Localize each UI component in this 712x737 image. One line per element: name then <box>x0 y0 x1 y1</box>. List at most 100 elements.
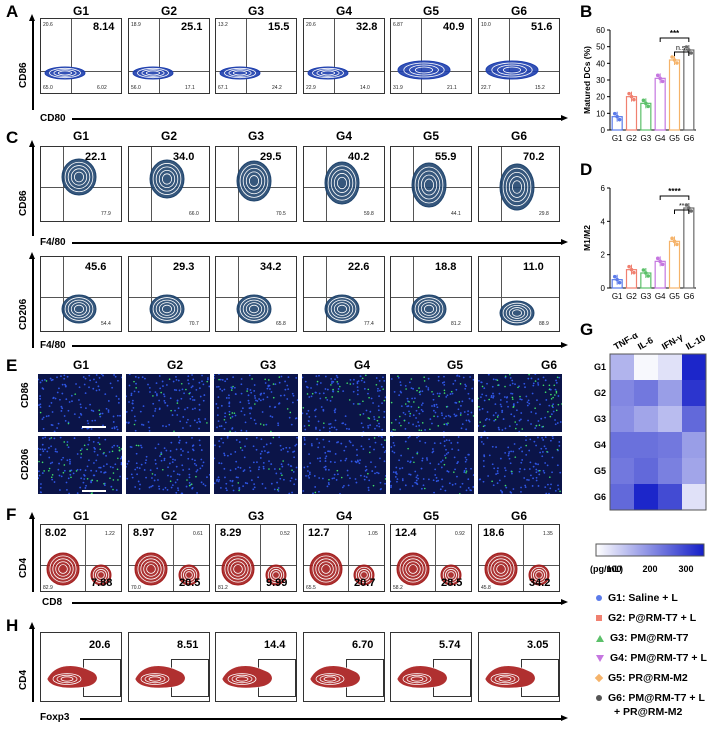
nucleus-dot <box>57 468 60 471</box>
nucleus-dot <box>288 446 291 449</box>
nucleus-dot <box>316 438 318 440</box>
marker-dot <box>118 446 121 449</box>
nucleus-dot <box>520 446 522 449</box>
nucleus-dot <box>383 460 386 463</box>
nucleus-dot <box>234 414 237 417</box>
nucleus-dot <box>362 412 365 415</box>
nucleus-dot <box>42 427 45 430</box>
nucleus-dot <box>90 480 92 482</box>
nucleus-dot <box>507 446 510 449</box>
nucleus-dot <box>526 401 529 404</box>
nucleus-dot <box>138 467 141 470</box>
panel-c1-contour <box>324 161 360 205</box>
nucleus-dot <box>372 402 374 404</box>
marker-dot <box>514 456 517 458</box>
significance-bracket <box>674 51 690 56</box>
nucleus-dot <box>217 480 220 483</box>
heatmap-column-label: IFN-γ <box>660 332 684 352</box>
nucleus-dot <box>401 478 404 480</box>
marker-dot <box>38 460 40 463</box>
nucleus-dot <box>369 445 371 448</box>
nucleus-dot <box>365 476 368 478</box>
panel-f-group-title: G4 <box>335 509 352 523</box>
nucleus-dot <box>325 455 328 458</box>
nucleus-dot <box>41 448 44 451</box>
nucleus-dot <box>343 484 345 487</box>
marker-dot <box>161 468 164 471</box>
nucleus-dot <box>408 436 411 438</box>
nucleus-dot <box>421 410 424 413</box>
panel-c1-contour <box>411 162 447 208</box>
contour-ring <box>405 561 421 577</box>
nucleus-dot <box>187 451 190 454</box>
marker-dot <box>259 423 262 425</box>
contour-ring <box>411 162 447 208</box>
nucleus-dot <box>41 418 44 421</box>
nucleus-dot <box>381 428 384 431</box>
nucleus-dot <box>537 469 540 472</box>
nucleus-dot <box>235 476 238 479</box>
contour-ring <box>239 297 269 321</box>
nucleus-dot <box>415 425 418 428</box>
nucleus-dot <box>421 459 424 462</box>
nucleus-dot <box>327 481 330 484</box>
nucleus-dot <box>379 481 382 484</box>
nucleus-dot <box>176 478 179 481</box>
panel-a-ll-value: 67.1 <box>218 85 228 91</box>
nucleus-dot <box>441 459 444 462</box>
nucleus-dot <box>104 393 107 396</box>
nucleus-dot <box>170 475 172 478</box>
nucleus-dot <box>131 399 134 402</box>
marker-dot <box>504 385 506 388</box>
nucleus-dot <box>228 410 231 413</box>
nucleus-dot <box>358 462 361 465</box>
y-tick-label: 6 <box>601 184 606 193</box>
contour-ring <box>508 176 526 198</box>
panel-h-contour <box>46 665 98 689</box>
nucleus-dot <box>92 410 95 412</box>
nucleus-dot <box>467 487 470 489</box>
nucleus-dot <box>192 449 195 452</box>
nucleus-dot <box>378 395 380 398</box>
marker-dot <box>361 377 364 380</box>
quadrant-vline <box>509 19 510 93</box>
nucleus-dot <box>303 439 306 441</box>
nucleus-dot <box>200 449 203 451</box>
marker-dot <box>382 388 384 390</box>
nucleus-dot <box>334 378 336 381</box>
contour-ring <box>494 674 516 684</box>
nucleus-dot <box>175 491 178 494</box>
quadrant-vline <box>348 525 349 591</box>
nucleus-dot <box>153 479 156 482</box>
nucleus-dot <box>378 422 380 425</box>
panel-a-plot-g4: 32.8 20.6 22.9 14.0 <box>303 18 385 94</box>
nucleus-dot <box>535 444 537 447</box>
legend-label: G3: PM@RM-T7 <box>610 632 689 644</box>
nucleus-dot <box>90 428 93 430</box>
nucleus-dot <box>128 401 130 403</box>
nucleus-dot <box>156 394 158 397</box>
nucleus-dot <box>509 462 512 465</box>
panel-c1-ylabel: CD86 <box>18 190 29 216</box>
nucleus-dot <box>409 415 411 418</box>
contour-ring <box>149 294 185 324</box>
nucleus-dot <box>38 470 40 473</box>
nucleus-dot <box>330 377 333 380</box>
marker-dot <box>137 444 140 447</box>
nucleus-dot <box>472 474 474 476</box>
panel-e-group-title: G4 <box>353 358 370 372</box>
nucleus-dot <box>511 472 513 475</box>
marker-dot <box>479 421 481 423</box>
nucleus-dot <box>216 478 219 481</box>
nucleus-dot <box>52 397 55 400</box>
nucleus-dot <box>308 476 311 479</box>
color-scale-unit: (pg/mL) <box>590 564 623 574</box>
marker-dot <box>368 396 370 399</box>
nucleus-dot <box>99 466 102 469</box>
nucleus-dot <box>181 464 184 467</box>
nucleus-dot <box>80 456 82 459</box>
nucleus-dot <box>536 399 538 402</box>
nucleus-dot <box>406 397 409 400</box>
nucleus-dot <box>363 381 366 384</box>
legend-label: G2: P@RM-T7 + L <box>608 612 697 624</box>
